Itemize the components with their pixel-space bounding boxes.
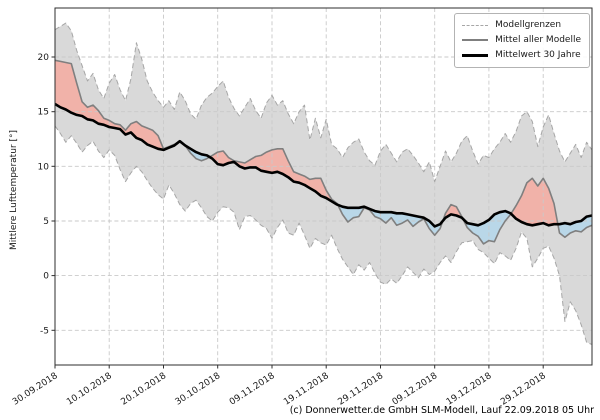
model-lower-bound-line	[54, 125, 593, 345]
y-tick-label: 15	[38, 108, 49, 118]
dashed-line-swatch	[462, 24, 489, 26]
x-tick-label: 30.09.2018	[11, 371, 60, 408]
y-tick-label: 0	[43, 272, 49, 282]
legend-item-mittel-aller-modelle: Mittel aller Modelle	[462, 34, 581, 46]
legend-label: Modellgrenzen	[495, 20, 562, 30]
legend-label: Mittelwert 30 Jahre	[495, 50, 581, 60]
x-tick-label: 29.11.2018	[336, 371, 385, 408]
x-tick-label: 10.10.2018	[65, 371, 114, 408]
plot-border	[54, 7, 593, 366]
x-tick-label: 19.12.2018	[445, 371, 494, 408]
y-axis-title: Mittlere Lufttemperatur [°]	[9, 130, 19, 250]
legend: Modellgrenzen Mittel aller Modelle Mitte…	[454, 13, 590, 68]
x-tick-label: 09.12.2018	[391, 371, 440, 408]
x-tick-label: 19.11.2018	[282, 371, 331, 408]
mean-30y-line	[54, 102, 593, 228]
x-tick-label: 30.10.2018	[174, 371, 223, 408]
x-tick-label: 20.10.2018	[119, 371, 168, 408]
black-line-swatch	[462, 53, 489, 57]
model-upper-bound-line	[54, 22, 593, 183]
y-tick-label: 10	[38, 162, 50, 172]
model-mean-line	[54, 59, 593, 245]
legend-label: Mittel aller Modelle	[495, 35, 581, 45]
copyright-footer: (c) Donnerwetter.de GmbH SLM-Modell, Lau…	[290, 405, 594, 416]
above-normal-fill	[55, 60, 558, 226]
y-tick-label: -5	[40, 326, 49, 336]
x-tick-label: 09.11.2018	[228, 371, 277, 408]
gray-line-swatch	[462, 39, 489, 41]
y-tick-label: 5	[43, 217, 49, 227]
x-tick-label: 29.12.2018	[499, 371, 548, 408]
y-tick-label: 20	[38, 53, 50, 63]
legend-item-modellgrenzen: Modellgrenzen	[462, 19, 581, 31]
legend-item-mittelwert-30-jahre: Mittelwert 30 Jahre	[462, 49, 581, 61]
